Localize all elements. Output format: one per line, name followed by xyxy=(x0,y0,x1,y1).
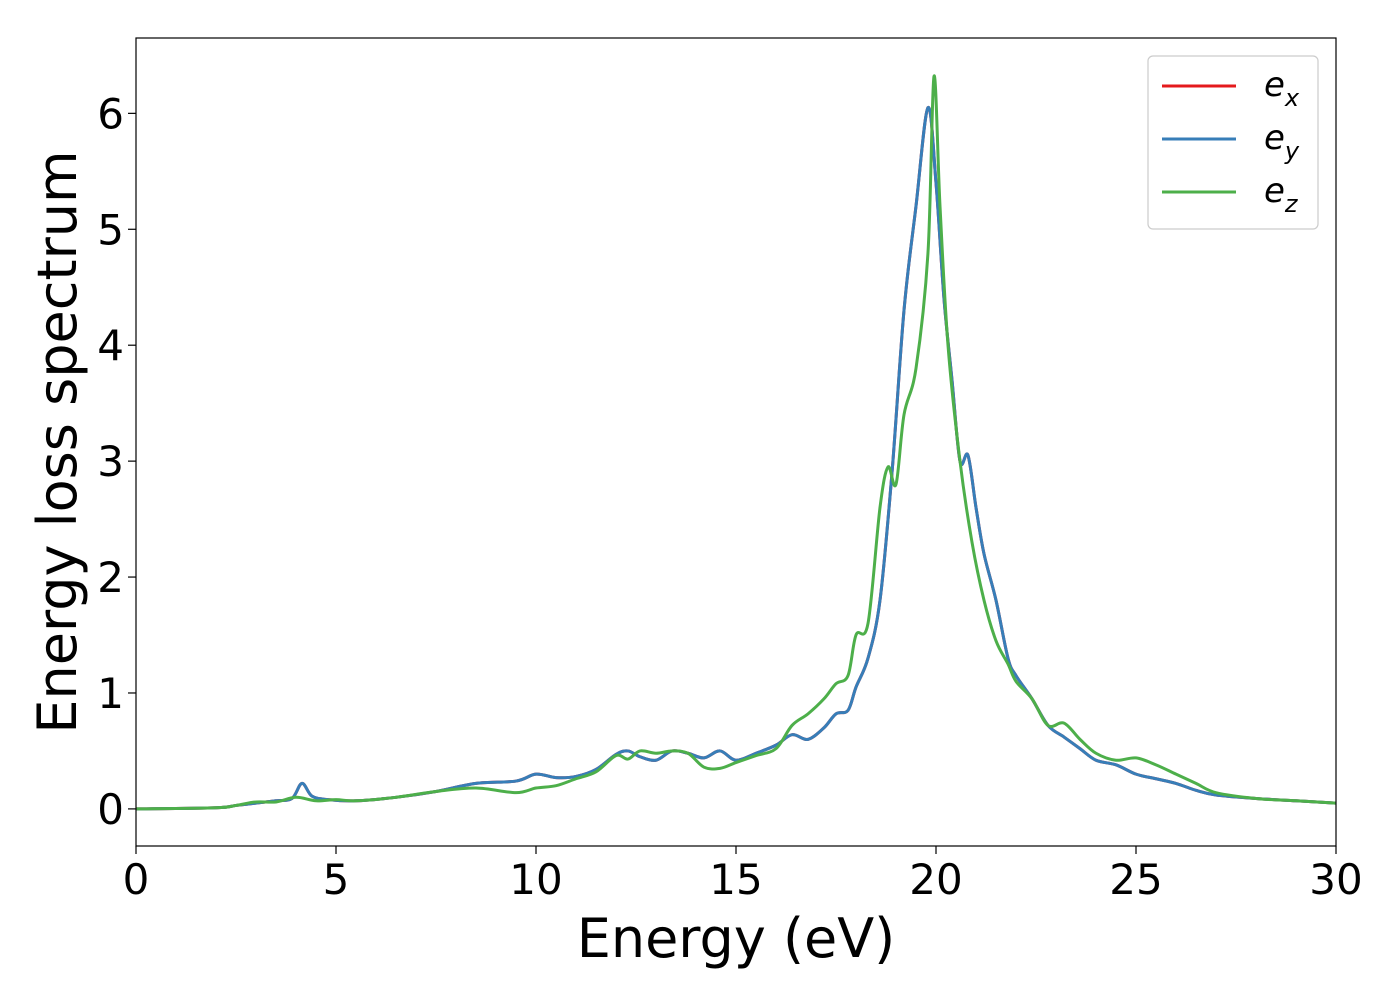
y-tick-label: 4 xyxy=(97,321,124,370)
legend-label-e-x: ex xyxy=(1264,65,1300,112)
x-tick-label: 10 xyxy=(509,855,562,904)
legend-box xyxy=(1147,55,1319,230)
x-tick-label: 20 xyxy=(909,855,962,904)
x-tick-label: 15 xyxy=(709,855,762,904)
series-line-e-z xyxy=(136,74,1336,811)
x-tick-label: 30 xyxy=(1309,855,1362,904)
legend-label-e-z: ez xyxy=(1264,171,1299,218)
x-axis: 0 5 10 15 20 25 30 xyxy=(123,846,1363,904)
x-tick-label: 5 xyxy=(323,855,350,904)
legend-label-e-y: ey xyxy=(1264,118,1300,165)
y-tick-label: 6 xyxy=(97,89,124,138)
y-tick-label: 1 xyxy=(97,669,124,718)
y-tick-label: 3 xyxy=(97,437,124,486)
y-axis: 0 1 2 3 4 5 6 xyxy=(97,89,136,834)
y-tick-label: 0 xyxy=(97,785,124,834)
x-tick-label: 0 xyxy=(123,855,150,904)
series-layer xyxy=(136,74,1336,811)
x-axis-label: Energy (eV) xyxy=(577,907,896,970)
y-tick-label: 5 xyxy=(97,205,124,254)
y-tick-label: 2 xyxy=(97,553,124,602)
x-tick-label: 25 xyxy=(1109,855,1162,904)
legend: ex ey ez xyxy=(1147,55,1319,230)
y-axis-label: Energy loss spectrum xyxy=(26,150,89,733)
